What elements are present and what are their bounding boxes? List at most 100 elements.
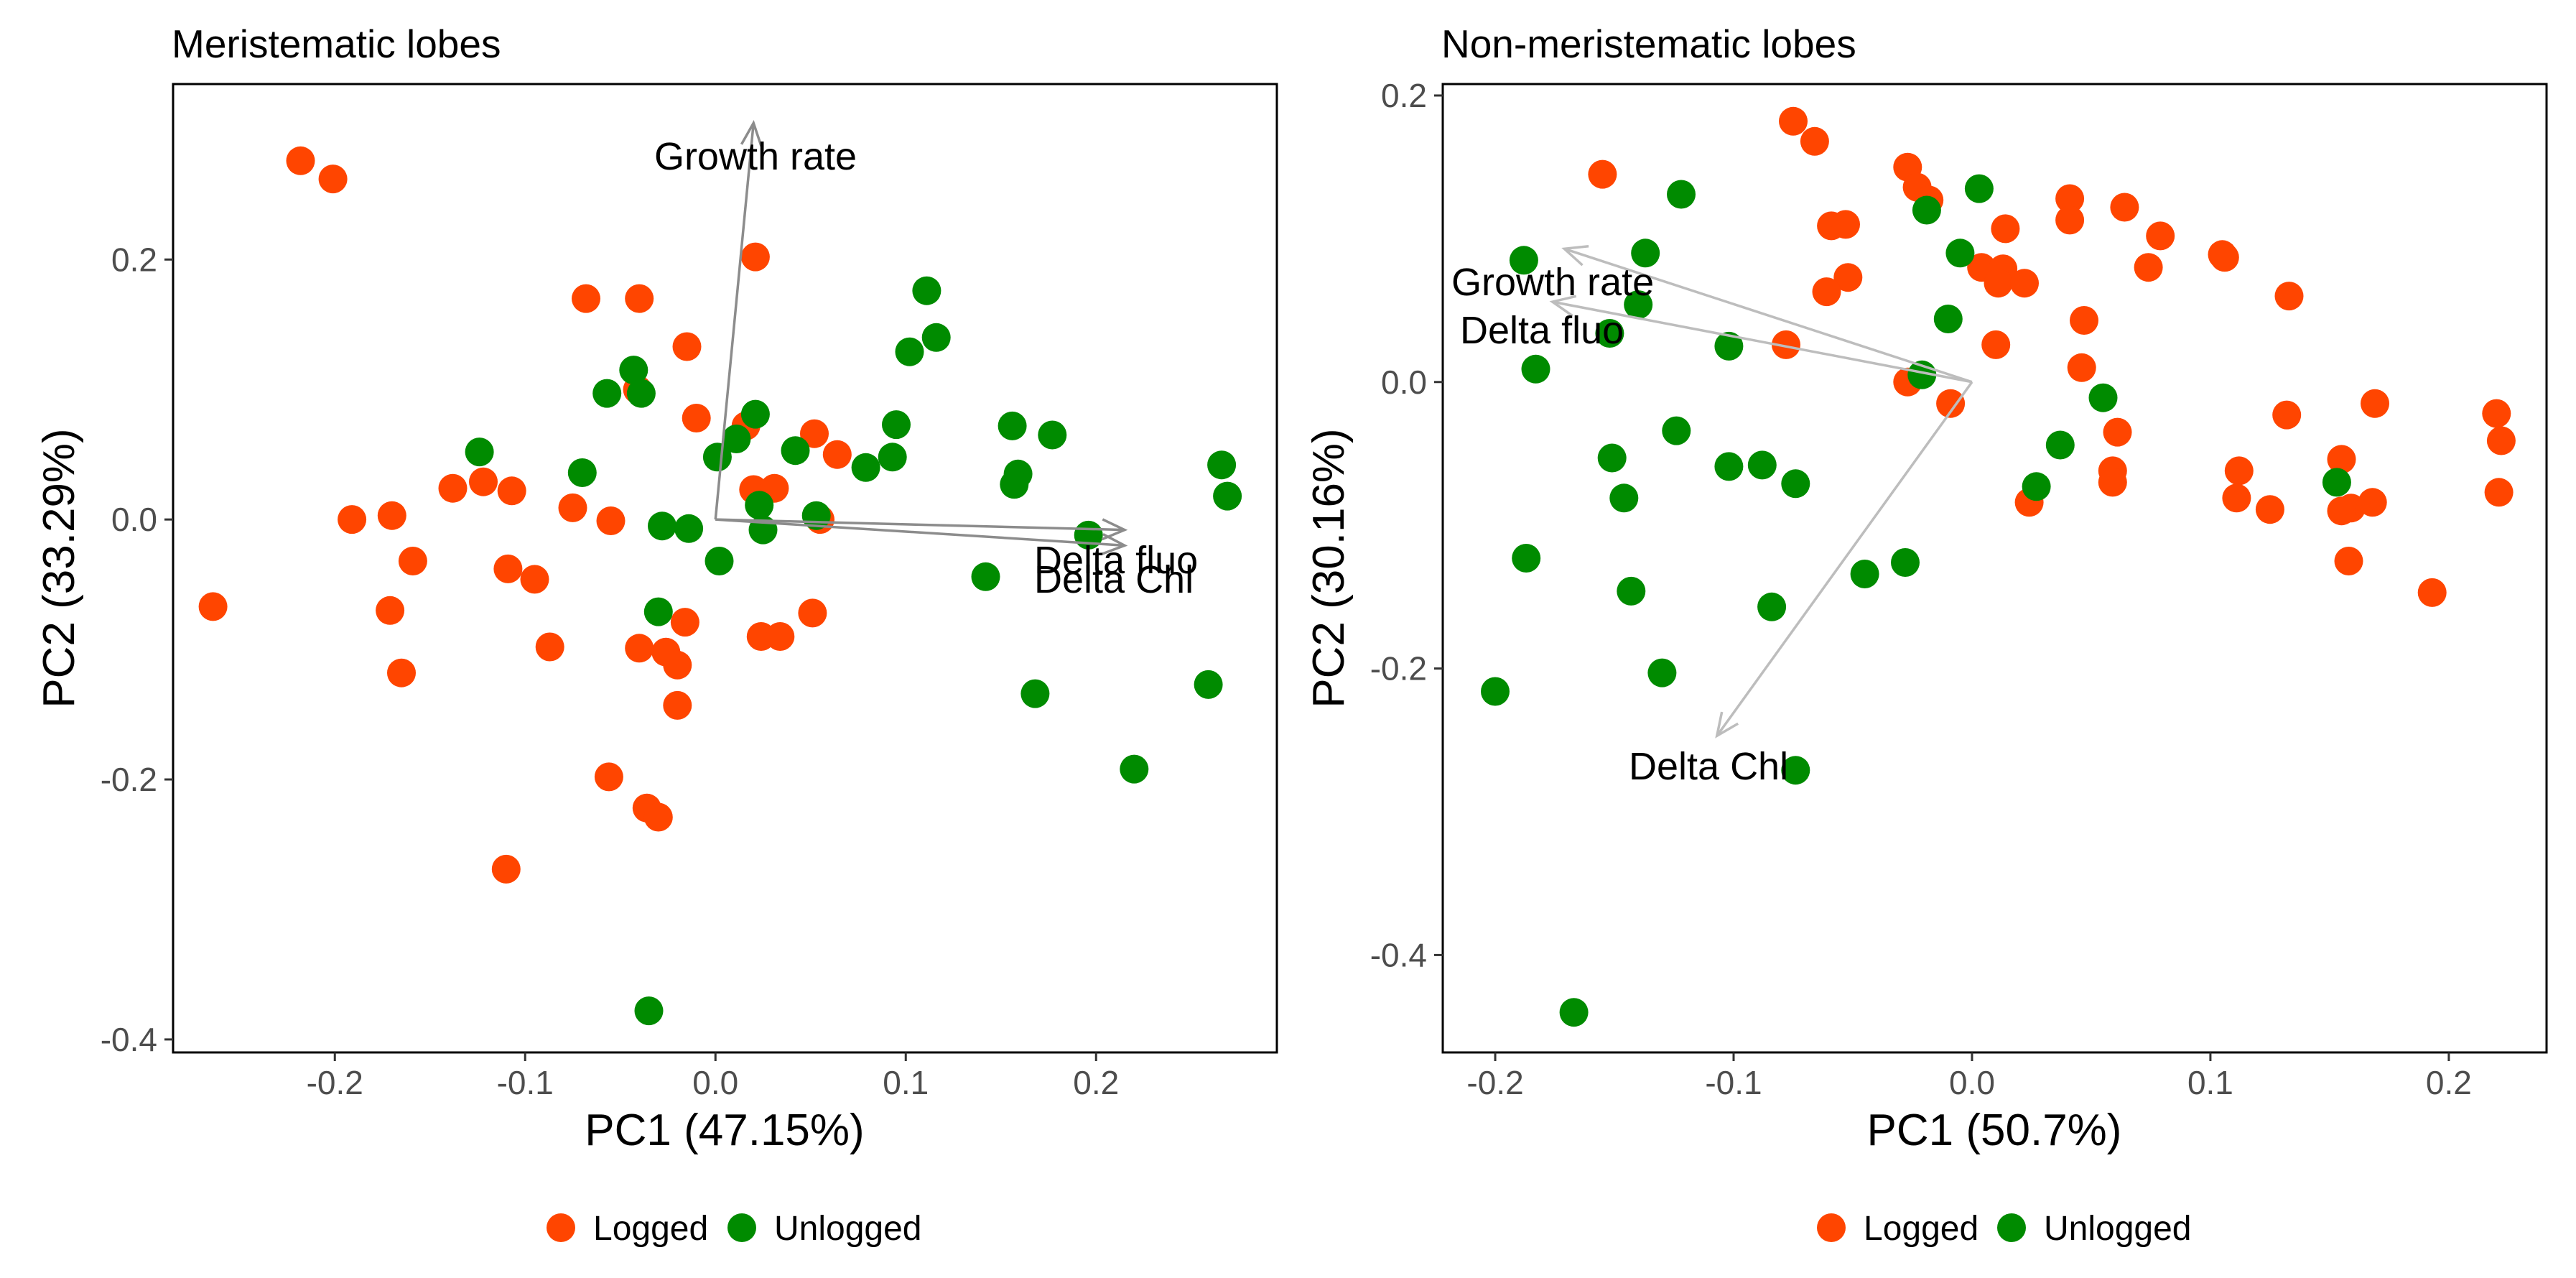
legend-key-logged [547,1213,575,1242]
loading-arrow-head [1101,518,1128,541]
legend-label-logged: Logged [1864,1210,1979,1248]
y-tick-label: -0.2 [101,761,157,798]
data-point-logged [2482,399,2511,428]
scatter-marks [1481,106,2516,1027]
panel-title: Non-meristematic lobes [1441,22,1856,66]
data-point-logged [198,592,228,621]
data-point-unlogged [745,491,774,520]
data-point-logged [1981,330,2011,359]
y-tick-label: -0.4 [1370,936,1427,973]
legend-label-unlogged: Unlogged [774,1210,922,1248]
data-point-unlogged [1020,679,1050,708]
loading-arrow-shaft [714,123,755,520]
data-point-unlogged [998,411,1027,440]
data-point-logged [338,505,367,534]
data-point-logged [469,467,498,496]
data-point-unlogged [1595,319,1624,348]
series-logged [1588,106,2516,607]
data-point-unlogged [1609,483,1639,513]
data-point-unlogged [895,337,924,366]
data-point-unlogged [1207,450,1237,480]
data-point-logged [2327,496,2356,526]
x-tick-label: -0.1 [497,1064,554,1101]
data-point-unlogged [1559,998,1589,1027]
y-tick-label: 0.0 [111,501,157,538]
data-point-logged [438,473,468,503]
series-unlogged [465,276,1242,1026]
legend: Logged Unlogged [547,1210,922,1248]
data-point-unlogged [1000,470,1029,499]
data-point-unlogged [648,511,676,541]
y-axis-title: PC2 (30.16%) [1304,428,1354,708]
data-point-unlogged [1933,305,1963,333]
data-point-unlogged [1757,592,1787,621]
data-point-unlogged [2045,430,2075,460]
x-tick-label: 0.0 [1949,1064,1995,1101]
data-point-logged [2134,253,2163,282]
data-point-unlogged [971,562,1000,591]
x-tick-label: 0.1 [883,1064,929,1101]
data-point-logged [1831,210,1860,239]
data-point-logged [535,632,564,662]
loading-arrow-head [740,120,763,147]
loading-arrow-shaft [715,518,1125,532]
data-point-logged [625,634,654,663]
x-tick-label: 0.2 [2426,1064,2472,1101]
data-point-logged [572,284,600,313]
data-point-logged [2358,488,2387,517]
data-point-logged [2098,468,2127,497]
data-point-unlogged [702,443,732,472]
data-point-logged [2327,445,2356,474]
data-point-unlogged [851,453,880,482]
data-point-logged [2417,578,2447,607]
data-point-logged [2110,193,2139,222]
data-point-unlogged [1194,670,1223,699]
legend-key-unlogged [1997,1213,2026,1242]
data-point-unlogged [1521,354,1550,384]
data-point-unlogged [1662,416,1691,445]
data-point-unlogged [1945,239,1975,268]
data-point-unlogged [1781,756,1810,785]
y-tick-label: -0.4 [101,1021,157,1058]
data-point-unlogged [1891,548,1920,577]
y-tick-label: 0.2 [111,241,157,278]
data-point-unlogged [674,514,704,543]
data-point-logged [2210,243,2239,272]
data-point-unlogged [1964,174,1994,203]
data-point-logged [2070,306,2098,335]
axis-ticks: -0.2 -0.1 0.0 0.1 0.2 -0.4 -0.2 0.0 0.2 [1370,77,2472,1101]
data-point-unlogged [2022,472,2051,501]
data-point-logged [740,242,770,272]
data-point-logged [493,554,523,583]
x-tick-label: -0.1 [1705,1064,1762,1101]
data-point-logged [2272,400,2302,430]
data-point-logged [670,608,699,637]
data-point-unlogged [705,547,734,575]
loading-label: Delta Chl [1629,745,1788,788]
data-point-unlogged [1624,290,1653,320]
data-point-logged [1779,106,1808,136]
data-point-logged [1936,389,1966,418]
panel-title: Meristematic lobes [172,22,501,66]
data-point-logged [286,146,315,175]
data-point-logged [822,440,852,469]
data-point-logged [1812,277,1841,307]
data-point-logged [663,650,692,680]
axis-ticks: -0.2 -0.1 0.0 0.1 0.2 -0.4 -0.2 0.0 0.2 [101,241,1119,1101]
loading-arrow-head [1715,711,1739,738]
data-point-unlogged [912,276,941,305]
data-point-logged [682,404,711,432]
data-point-logged [1800,126,1829,156]
y-tick-label: 0.2 [1381,77,1427,114]
data-point-logged [2224,456,2254,486]
y-tick-label: 0.0 [1381,364,1427,401]
x-tick-label: 0.1 [2187,1064,2233,1101]
data-point-logged [663,690,692,720]
data-point-logged [2274,282,2304,311]
data-point-unlogged [1481,677,1510,706]
data-point-logged [798,598,827,628]
loading-label: Growth rate [1451,261,1654,304]
data-point-logged [2103,417,2132,447]
